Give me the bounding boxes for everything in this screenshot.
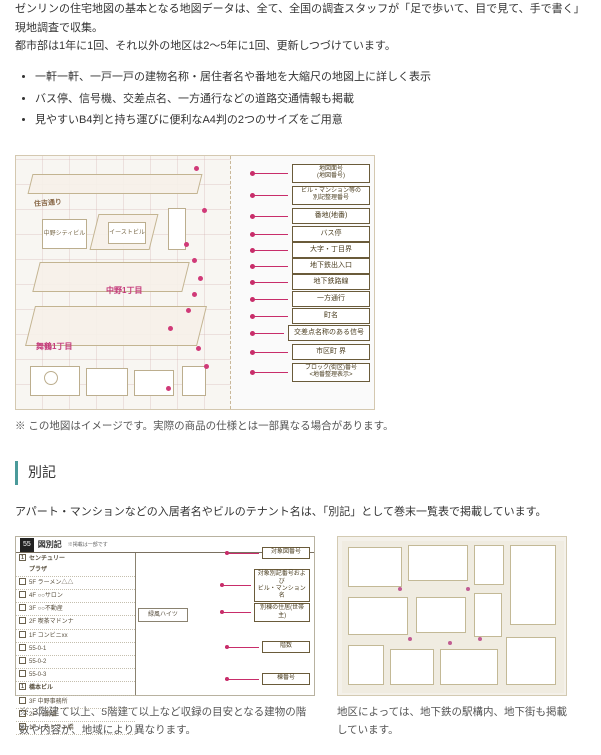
map-callout: 地下鉄出入口 <box>250 258 370 274</box>
bekki-item: 2F ○○商会 <box>16 709 135 722</box>
map-callout-label: バス停 <box>292 226 370 242</box>
feature-item: 見やすいB4判と持ち運びに便利なA4判の2つのサイズをご用意 <box>35 111 586 130</box>
map-callout: 一方通行 <box>250 291 370 307</box>
map-callout: 地下鉄路線 <box>250 274 370 290</box>
bekki-image: 55 図別記 ※掲載は一部です 緑風ハイツ 1センチュリー プラザ5F ラーメン… <box>15 536 315 696</box>
station-image <box>337 536 567 696</box>
map-callout: ビル・マンション等の 別記整理番号 <box>250 186 370 204</box>
feature-item: バス停、信号機、交差点名、一方通行などの道路交通情報も掲載 <box>35 90 586 109</box>
map-callout: 地図面号 (地図番号) <box>250 164 370 182</box>
map-callout-label: 市区町 界 <box>292 344 370 360</box>
intro-paragraph: ゼンリンの住宅地図の基本となる地図データは、全て、全国の調査スタッフが「足で歩い… <box>15 0 586 56</box>
map-callout-label: 地下鉄出入口 <box>292 258 370 274</box>
bekki-group-name: 1橋本ビル <box>16 682 135 695</box>
bekki-callout: 対象図番号 <box>225 547 310 558</box>
bekki-list: 緑風ハイツ 1センチュリー プラザ5F ラーメン△△4F ○○サロン3F ○○不… <box>16 553 136 695</box>
map-callout-label: 一方通行 <box>292 291 370 307</box>
map-figure: 中野シティビル イーストビル 住吉通り 中野1丁目 舞鶴1丁目 <box>15 155 586 436</box>
bekki-callout: 階数 <box>225 641 310 652</box>
feature-item: 一軒一軒、一戸一戸の建物名称・居住者名や番地を大縮尺の地図上に詳しく表示 <box>35 68 586 87</box>
station-caption: 地区によっては、地下鉄の駅構内、地下街も掲載しています。 <box>337 704 567 740</box>
map-callout: 大字・丁目界 <box>250 242 370 258</box>
bekki-item: 3F 中野事務所 <box>16 696 135 709</box>
bekki-callout-label: 対象別記番号および ビル・マンション名 <box>254 569 310 602</box>
bekki-callout: 別棟の住居(世帯主) <box>220 603 310 621</box>
map-callout-label: ブロック(街区)番号 <地番整理表示> <box>292 363 370 381</box>
bekki-callout-label: 棟番号 <box>262 673 310 684</box>
map-callout-label: 地下鉄路線 <box>292 274 370 290</box>
map-callout: 交差点名称のある信号 <box>250 325 370 341</box>
map-callout-label: ビル・マンション等の 別記整理番号 <box>292 186 370 204</box>
map-callout-label: 交差点名称のある信号 <box>288 325 370 341</box>
map-building-a: 中野シティビル <box>42 219 87 249</box>
bekki-callout-label: 別棟の住居(世帯主) <box>254 603 310 621</box>
ward-label-a: 中野1丁目 <box>106 284 142 298</box>
bekki-header-mini: ※掲載は一部です <box>68 541 108 550</box>
bekki-item: 4F ○○サロン <box>16 590 135 603</box>
bekki-header-title: 図別記 <box>38 538 62 552</box>
map-caption: ※ この地図はイメージです。実際の商品の仕様とは一部異なる場合があります。 <box>15 418 586 436</box>
map-callout: 番地(地番) <box>250 208 370 224</box>
bekki-item: 1F コンビニxx <box>16 630 135 643</box>
bekki-item: 55-0-2 <box>16 656 135 669</box>
bekki-item: 1F レストラン橋 <box>16 722 135 735</box>
map-building-b: イーストビル <box>108 222 146 244</box>
map-callout: 市区町 界 <box>250 344 370 360</box>
bekki-figure: 55 図別記 ※掲載は一部です 緑風ハイツ 1センチュリー プラザ5F ラーメン… <box>15 536 315 740</box>
bekki-item: 55-0-3 <box>16 669 135 682</box>
map-callout: 町名 <box>250 308 370 324</box>
bekki-callout-label: 対象図番号 <box>262 547 310 558</box>
map-area: 中野シティビル イーストビル 住吉通り 中野1丁目 舞鶴1丁目 <box>16 156 231 409</box>
feature-list: 一軒一軒、一戸一戸の建物名称・居住者名や番地を大縮尺の地図上に詳しく表示 バス停… <box>15 68 586 130</box>
bekki-item: 2F 喫茶マドンナ <box>16 616 135 629</box>
bekki-row: 55 図別記 ※掲載は一部です 緑風ハイツ 1センチュリー プラザ5F ラーメン… <box>15 536 586 740</box>
bekki-right-box: 緑風ハイツ <box>138 608 188 622</box>
map-image: 中野シティビル イーストビル 住吉通り 中野1丁目 舞鶴1丁目 <box>15 155 375 410</box>
map-callout-label: 番地(地番) <box>292 208 370 224</box>
ward-label-b: 舞鶴1丁目 <box>36 340 72 354</box>
map-callout: バス停 <box>250 226 370 242</box>
bekki-callout: 対象別記番号および ビル・マンション名 <box>220 569 310 602</box>
street-label: 住吉通り <box>34 197 63 211</box>
bekki-item: 55-0-1 <box>16 643 135 656</box>
bekki-callout: 棟番号 <box>225 673 310 684</box>
bekki-callout-label: 階数 <box>262 641 310 652</box>
bekki-title: 別記 <box>15 461 586 485</box>
map-callout-label: 地図面号 (地図番号) <box>292 164 370 182</box>
bekki-header-tag: 55 <box>20 538 34 552</box>
bekki-group-name: 1センチュリー プラザ <box>16 553 135 576</box>
intro-line1: ゼンリンの住宅地図の基本となる地図データは、全て、全国の調査スタッフが「足で歩い… <box>15 3 585 34</box>
bekki-item: 3F ○○不動産 <box>16 603 135 616</box>
bekki-desc: アパート・マンションなどの入居者名やビルのテナント名は、「別記」として巻末一覧表… <box>15 503 586 522</box>
station-figure: 地区によっては、地下鉄の駅構内、地下街も掲載しています。 <box>337 536 567 740</box>
map-callout-label: 大字・丁目界 <box>292 242 370 258</box>
intro-line2: 都市部は1年に1回、それ以外の地区は2～5年に1回、更新しつづけています。 <box>15 40 396 52</box>
map-callout-label: 町名 <box>292 308 370 324</box>
bekki-item: 5F ラーメン△△ <box>16 577 135 590</box>
map-callout: ブロック(街区)番号 <地番整理表示> <box>250 363 370 381</box>
